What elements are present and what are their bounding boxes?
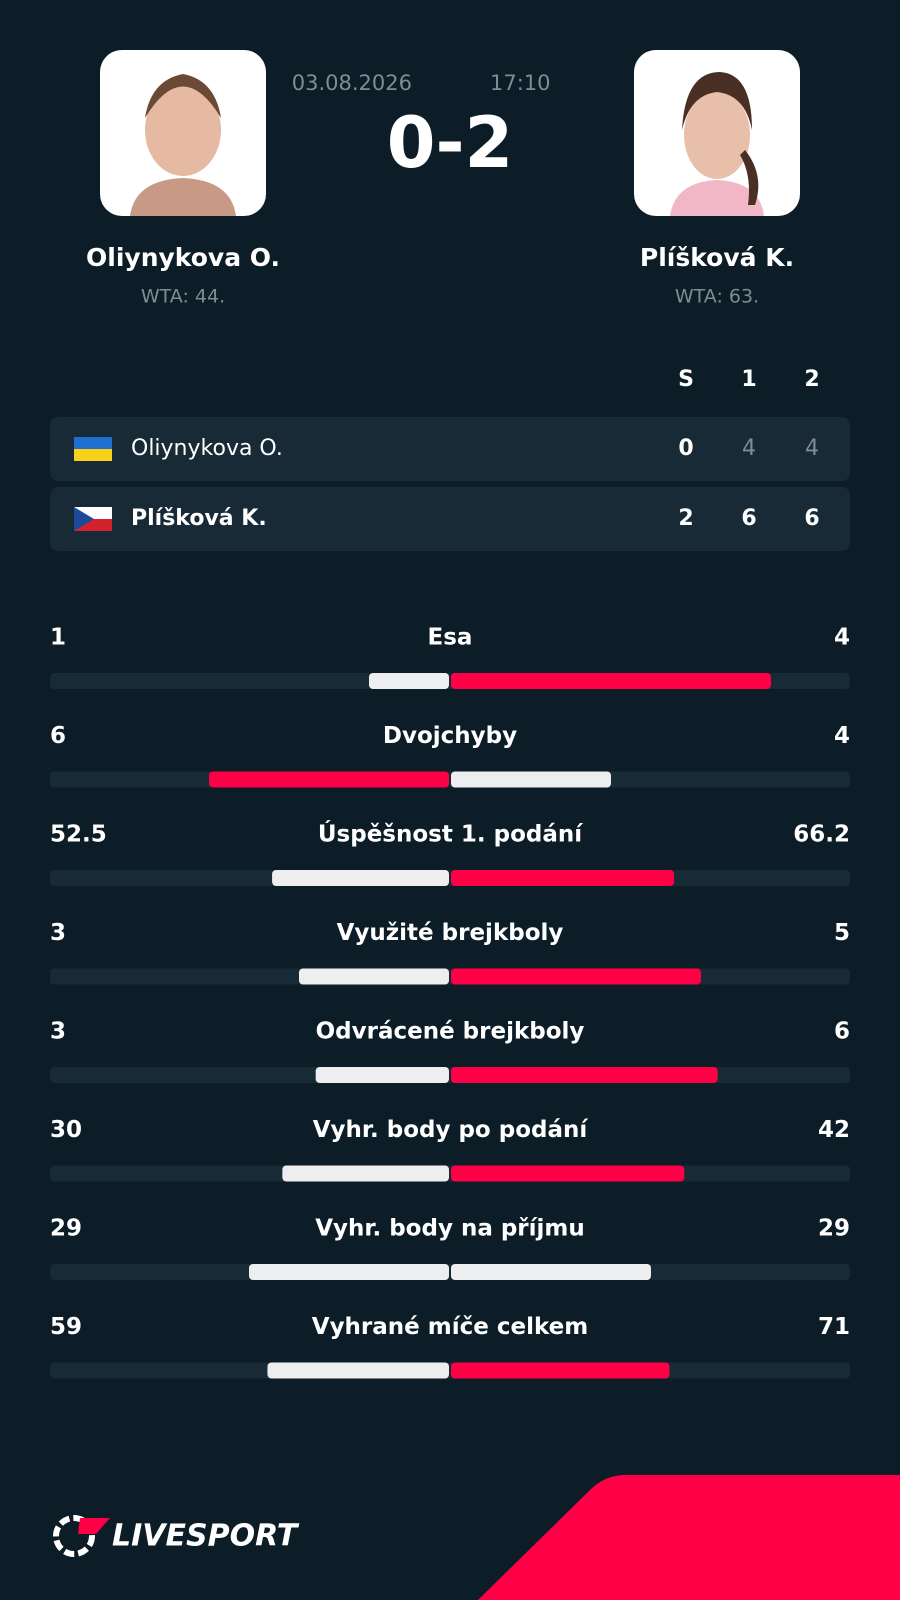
brand-name: LIVESPORT — [112, 1519, 300, 1554]
stat-home-value: 52.5 — [50, 822, 107, 848]
stat-label: Vyhr. body po podání — [313, 1117, 589, 1143]
stat-home-value: 3 — [50, 1019, 66, 1045]
score-cell: 0 — [678, 436, 693, 461]
row-player-name: Oliynykova O. — [131, 436, 283, 461]
stat-bar-home — [299, 968, 449, 985]
stat-track — [50, 1165, 850, 1182]
stat-bar-away — [451, 968, 701, 985]
match-date: 03.08.2026 — [292, 71, 412, 95]
player-name: Oliynykova O. — [86, 243, 280, 272]
stat-home-value: 1 — [50, 625, 66, 651]
stat-away-value: 42 — [818, 1117, 850, 1143]
flag-ukraine — [74, 437, 112, 461]
stat-label: Vyhr. body na příjmu — [315, 1216, 585, 1242]
stat-bar-home — [267, 1362, 449, 1379]
score-header: 1 — [741, 367, 756, 392]
stat-track — [50, 1264, 850, 1280]
stat-label: Odvrácené brejkboly — [316, 1019, 585, 1045]
score-row — [50, 417, 850, 481]
player-photo — [634, 50, 800, 216]
stat-track — [50, 1362, 850, 1379]
stat-track — [50, 1067, 850, 1083]
score-row — [50, 487, 850, 551]
player-rank: WTA: 63. — [675, 286, 759, 308]
stat-bar-home — [272, 870, 449, 886]
stat-label: Dvojchyby — [383, 723, 517, 749]
stat-away-value: 6 — [834, 1019, 850, 1045]
score-header: 2 — [804, 367, 819, 392]
score-header: S — [678, 367, 694, 392]
stat-label: Využité brejkboly — [337, 920, 564, 946]
stat-bar-away — [451, 870, 675, 886]
stat-away-value: 4 — [834, 625, 850, 651]
stat-away-value: 4 — [834, 723, 850, 749]
stat-bar-home — [369, 673, 449, 689]
stat-bar-away — [451, 771, 611, 788]
stat-label: Vyhrané míče celkem — [312, 1314, 588, 1340]
score-cell: 4 — [742, 436, 756, 461]
stat-bar-away — [451, 673, 771, 689]
stat-label: Úspěšnost 1. podání — [318, 820, 583, 848]
stat-track — [50, 771, 850, 788]
stat-away-value: 29 — [818, 1216, 850, 1242]
footer-accent — [478, 1475, 900, 1600]
stat-away-value: 66.2 — [793, 822, 850, 848]
stat-home-value: 59 — [50, 1314, 82, 1340]
stat-track — [50, 968, 850, 985]
stat-away-value: 71 — [818, 1314, 850, 1340]
stat-bar-home — [315, 1067, 449, 1083]
player-rank: WTA: 44. — [141, 286, 225, 308]
score-cell: 4 — [805, 436, 819, 461]
stat-bar-away — [451, 1067, 718, 1083]
stat-home-value: 29 — [50, 1216, 82, 1242]
score-cell: 6 — [741, 506, 756, 531]
stat-bar-home — [282, 1165, 449, 1182]
flag-czech — [74, 507, 112, 531]
match-time: 17:10 — [490, 71, 551, 95]
stat-home-value: 30 — [50, 1117, 82, 1143]
score-cell: 2 — [678, 506, 693, 531]
player-photo — [100, 50, 266, 216]
row-player-name: Plíšková K. — [131, 506, 267, 531]
stat-away-value: 5 — [834, 920, 850, 946]
stat-bar-away — [451, 1165, 685, 1182]
player-name: Plíšková K. — [640, 243, 794, 272]
stat-bar-away — [451, 1362, 670, 1379]
brand-logo — [53, 1515, 110, 1557]
stat-bar-home — [249, 1264, 449, 1280]
stat-bar-home — [209, 771, 449, 788]
score-cell: 6 — [804, 506, 819, 531]
stat-home-value: 6 — [50, 723, 66, 749]
stat-label: Esa — [428, 625, 473, 651]
stat-track — [50, 870, 850, 886]
stat-home-value: 3 — [50, 920, 66, 946]
stat-bar-away — [451, 1264, 651, 1280]
match-score: 0-2 — [387, 102, 513, 184]
